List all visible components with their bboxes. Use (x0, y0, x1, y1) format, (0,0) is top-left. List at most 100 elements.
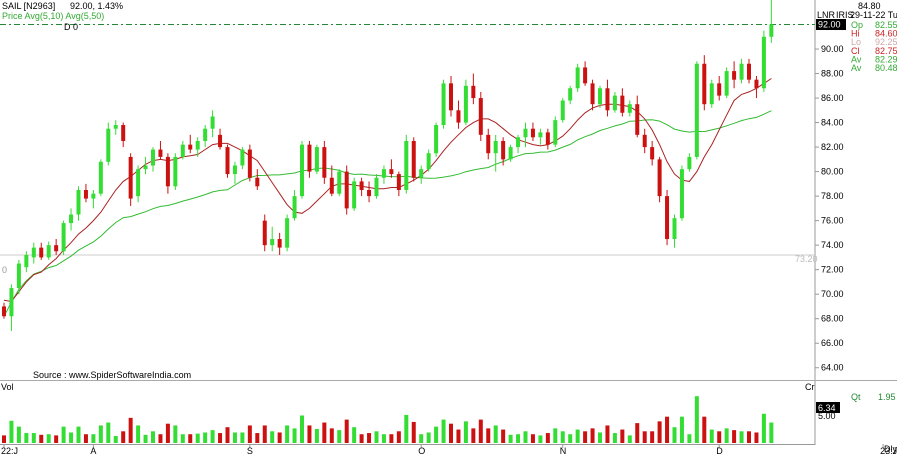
candle-body (657, 159, 662, 197)
volume-bar (240, 432, 245, 443)
candle-body (545, 132, 550, 145)
candle-body (98, 161, 103, 194)
volume-bar (337, 430, 342, 443)
volume-bar (188, 434, 193, 443)
volume-bar (158, 434, 163, 443)
candle-body (113, 125, 118, 129)
volume-bar (210, 430, 215, 443)
volume-bar (262, 425, 267, 443)
candle-body (128, 156, 133, 199)
volume-bar (54, 435, 59, 443)
candle-body (24, 254, 29, 268)
volume-bar (463, 421, 468, 443)
candle-body (747, 63, 751, 80)
current-price-box (816, 19, 846, 31)
candle-body (665, 196, 670, 240)
candle-body (210, 116, 215, 129)
y-tick-label: 74.00 (821, 240, 844, 250)
volume-bar (620, 429, 625, 443)
candle-body (307, 144, 312, 172)
candle-body (203, 128, 208, 141)
candle-body (516, 137, 521, 148)
candle-body (575, 67, 580, 89)
volume-bar (83, 434, 88, 443)
volume-bar (359, 434, 364, 443)
volume-bar (747, 431, 751, 443)
period-label: Dly (884, 444, 897, 454)
volume-bar (9, 420, 14, 443)
y-tick-label: 68.00 (821, 314, 844, 324)
candle-body (396, 174, 401, 190)
volume-bar (471, 428, 476, 443)
volume-bar (180, 434, 185, 443)
y-tick-label: 88.00 (821, 69, 844, 79)
volume-bar (39, 434, 44, 443)
volume-bar (106, 422, 111, 443)
y-tick-label: 84.00 (821, 118, 844, 128)
volume-bar (98, 425, 103, 443)
volume-bar (277, 432, 282, 443)
y-tick-label: 82.00 (821, 142, 844, 152)
y-tick-label: 80.00 (821, 167, 844, 177)
candle-body (426, 153, 431, 170)
ohlc-value: 92.25 (875, 37, 897, 47)
candle-body (367, 190, 372, 197)
ohlc-label: Lo (851, 37, 861, 47)
candle-body (240, 149, 245, 166)
candle-body (523, 128, 528, 138)
ohlc-label: Cl (851, 46, 860, 56)
candle-body (672, 218, 677, 240)
candle-body (352, 181, 357, 209)
volume-scale-tick: 5.00 (818, 411, 836, 421)
candle-body (292, 196, 297, 219)
volume-bar (344, 419, 349, 443)
volume-bar (732, 430, 737, 443)
volume-bar (300, 415, 304, 443)
candle-body (650, 147, 655, 160)
scale-label: LNR (817, 10, 836, 20)
volume-bar (530, 434, 535, 443)
volume-bar (612, 433, 617, 443)
volume-bar (314, 428, 319, 443)
x-tick-label: S (247, 446, 253, 455)
volume-bar (426, 432, 431, 443)
candle-body (121, 125, 126, 141)
source-label: Source : www.SpiderSoftwareIndia.com (33, 370, 191, 380)
volume-bar (113, 435, 118, 443)
volume-bar (2, 435, 6, 443)
candle-body (694, 63, 699, 157)
x-axis-labels: 22:J A S O N D 23:J (1, 444, 897, 455)
candle-body (2, 306, 6, 317)
candle-body (411, 140, 416, 178)
candle-body (761, 36, 766, 89)
volume-bar (702, 416, 707, 443)
volume-bar (456, 429, 461, 443)
volume-bar (598, 432, 602, 443)
candle-body (434, 125, 439, 154)
x-tick-label: O (418, 446, 425, 455)
volume-bar (24, 433, 29, 443)
volume-bar (16, 426, 21, 443)
candle-body (568, 88, 573, 101)
volume-bar (389, 434, 394, 443)
candle-body (404, 140, 409, 190)
ohlc-label: Op (851, 20, 863, 30)
candle-body (158, 149, 163, 157)
candle-body (46, 245, 51, 258)
volume-bar (754, 432, 759, 443)
volume-bar (493, 425, 498, 443)
volume-bar (322, 422, 327, 443)
volume-bar (434, 426, 439, 443)
volume-bar (545, 433, 550, 443)
candle-body (635, 104, 640, 135)
candle-body (456, 110, 461, 123)
ohlc-value: 82.55 (875, 20, 897, 30)
volume-bar (523, 431, 528, 443)
volume-bar (270, 431, 275, 443)
candle-body (598, 88, 602, 105)
volume-bar (76, 426, 81, 443)
volume-bar (285, 425, 290, 443)
candle-body (687, 156, 692, 170)
volume-bar (583, 431, 588, 443)
y-tick-label: 76.00 (821, 216, 844, 226)
